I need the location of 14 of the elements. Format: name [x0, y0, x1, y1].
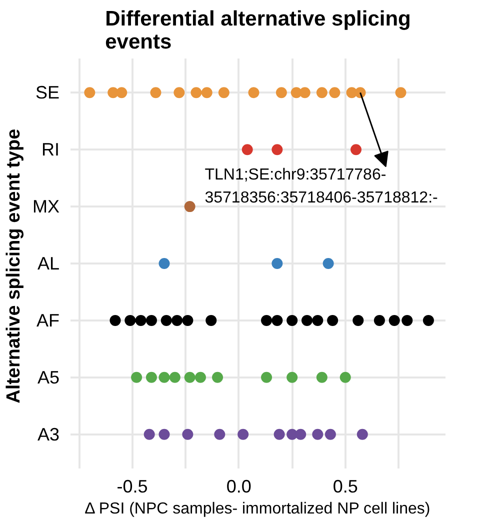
y-tick-label: SE [35, 82, 60, 103]
y-tick-label: A5 [37, 367, 60, 388]
y-tick-label: MX [32, 196, 60, 217]
annotation: TLN1;SE:chr9:35717786- 35718356:35718406-35718812:- [204, 166, 438, 206]
y-tick-label: RI [42, 140, 60, 160]
y-tick-label: AF [36, 310, 60, 330]
chart-title: Differential alternative splicing events [105, 8, 411, 54]
x-axis-title: Δ PSI (NPC samples- immortalized NP cell lines) [84, 500, 430, 518]
y-tick-label: AL [37, 254, 60, 274]
y-tick-label: A3 [37, 424, 60, 444]
x-tick-label: 0.0 [226, 476, 252, 496]
y-axis-title: Alternative splicing event type [4, 128, 24, 404]
x-tick-label: -0.5 [116, 476, 148, 496]
x-tick-label: 0.5 [332, 476, 358, 496]
